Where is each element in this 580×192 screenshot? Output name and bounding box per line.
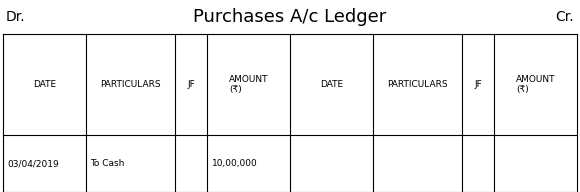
Text: Purchases A/c Ledger: Purchases A/c Ledger	[193, 8, 387, 26]
Text: 10,00,000: 10,00,000	[212, 159, 258, 168]
Text: Cr.: Cr.	[556, 10, 574, 24]
Text: AMOUNT
(₹): AMOUNT (₹)	[229, 75, 269, 94]
Text: 03/04/2019: 03/04/2019	[8, 159, 59, 168]
Text: Dr.: Dr.	[6, 10, 26, 24]
Text: JF: JF	[474, 80, 482, 89]
Text: DATE: DATE	[320, 80, 343, 89]
Text: JF: JF	[187, 80, 195, 89]
Text: To Cash: To Cash	[90, 159, 125, 168]
Text: AMOUNT
(₹): AMOUNT (₹)	[516, 75, 556, 94]
Text: PARTICULARS: PARTICULARS	[100, 80, 161, 89]
Text: PARTICULARS: PARTICULARS	[387, 80, 448, 89]
Text: DATE: DATE	[33, 80, 56, 89]
